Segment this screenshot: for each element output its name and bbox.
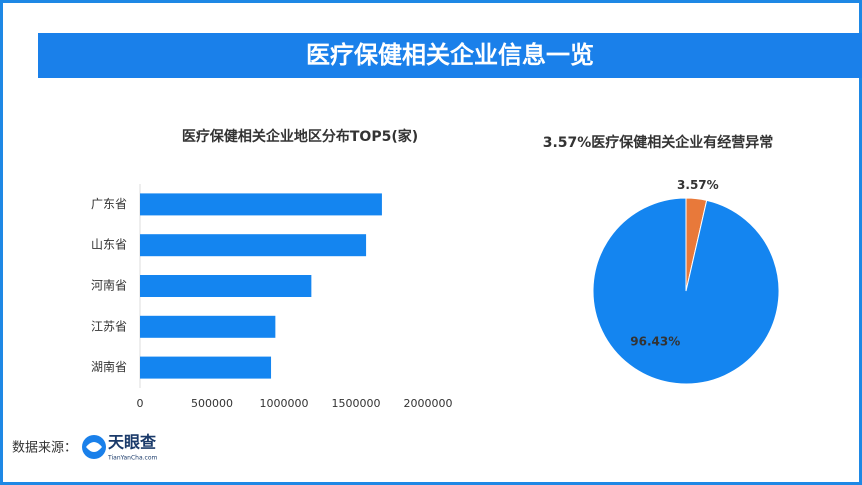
bar [140,193,382,216]
logo-eye [86,442,102,452]
bar [140,356,272,379]
bar [140,315,276,338]
x-tick-label: 2000000 [404,397,453,410]
x-tick-label: 500000 [191,397,233,410]
x-tick-label: 1500000 [332,397,381,410]
y-tick-label: 湖南省 [91,359,127,374]
y-tick-label: 山东省 [91,238,127,252]
source-label: 数据来源： [12,441,77,456]
data-label: 3.57% [677,178,719,192]
x-tick-label: 1000000 [260,397,309,410]
banner [38,33,862,78]
logo-text: 天眼查 [108,433,156,452]
logo-sub: TianYanCha.com [107,455,157,462]
page-title: 医疗保健相关企业信息一览 [306,41,594,69]
chart-title: 3.57%医疗保健相关企业有经营异常 [543,134,774,151]
y-tick-label: 江苏省 [91,319,127,333]
data-label: 96.43% [630,334,680,348]
x-tick-label: 0 [137,397,144,410]
pie-slice [592,197,780,385]
chart-title: 医疗保健相关企业地区分布TOP5(家) [182,128,418,145]
bar [140,275,312,297]
y-tick-label: 河南省 [91,278,127,293]
y-tick-label: 广东省 [91,197,127,211]
bar [140,234,367,257]
